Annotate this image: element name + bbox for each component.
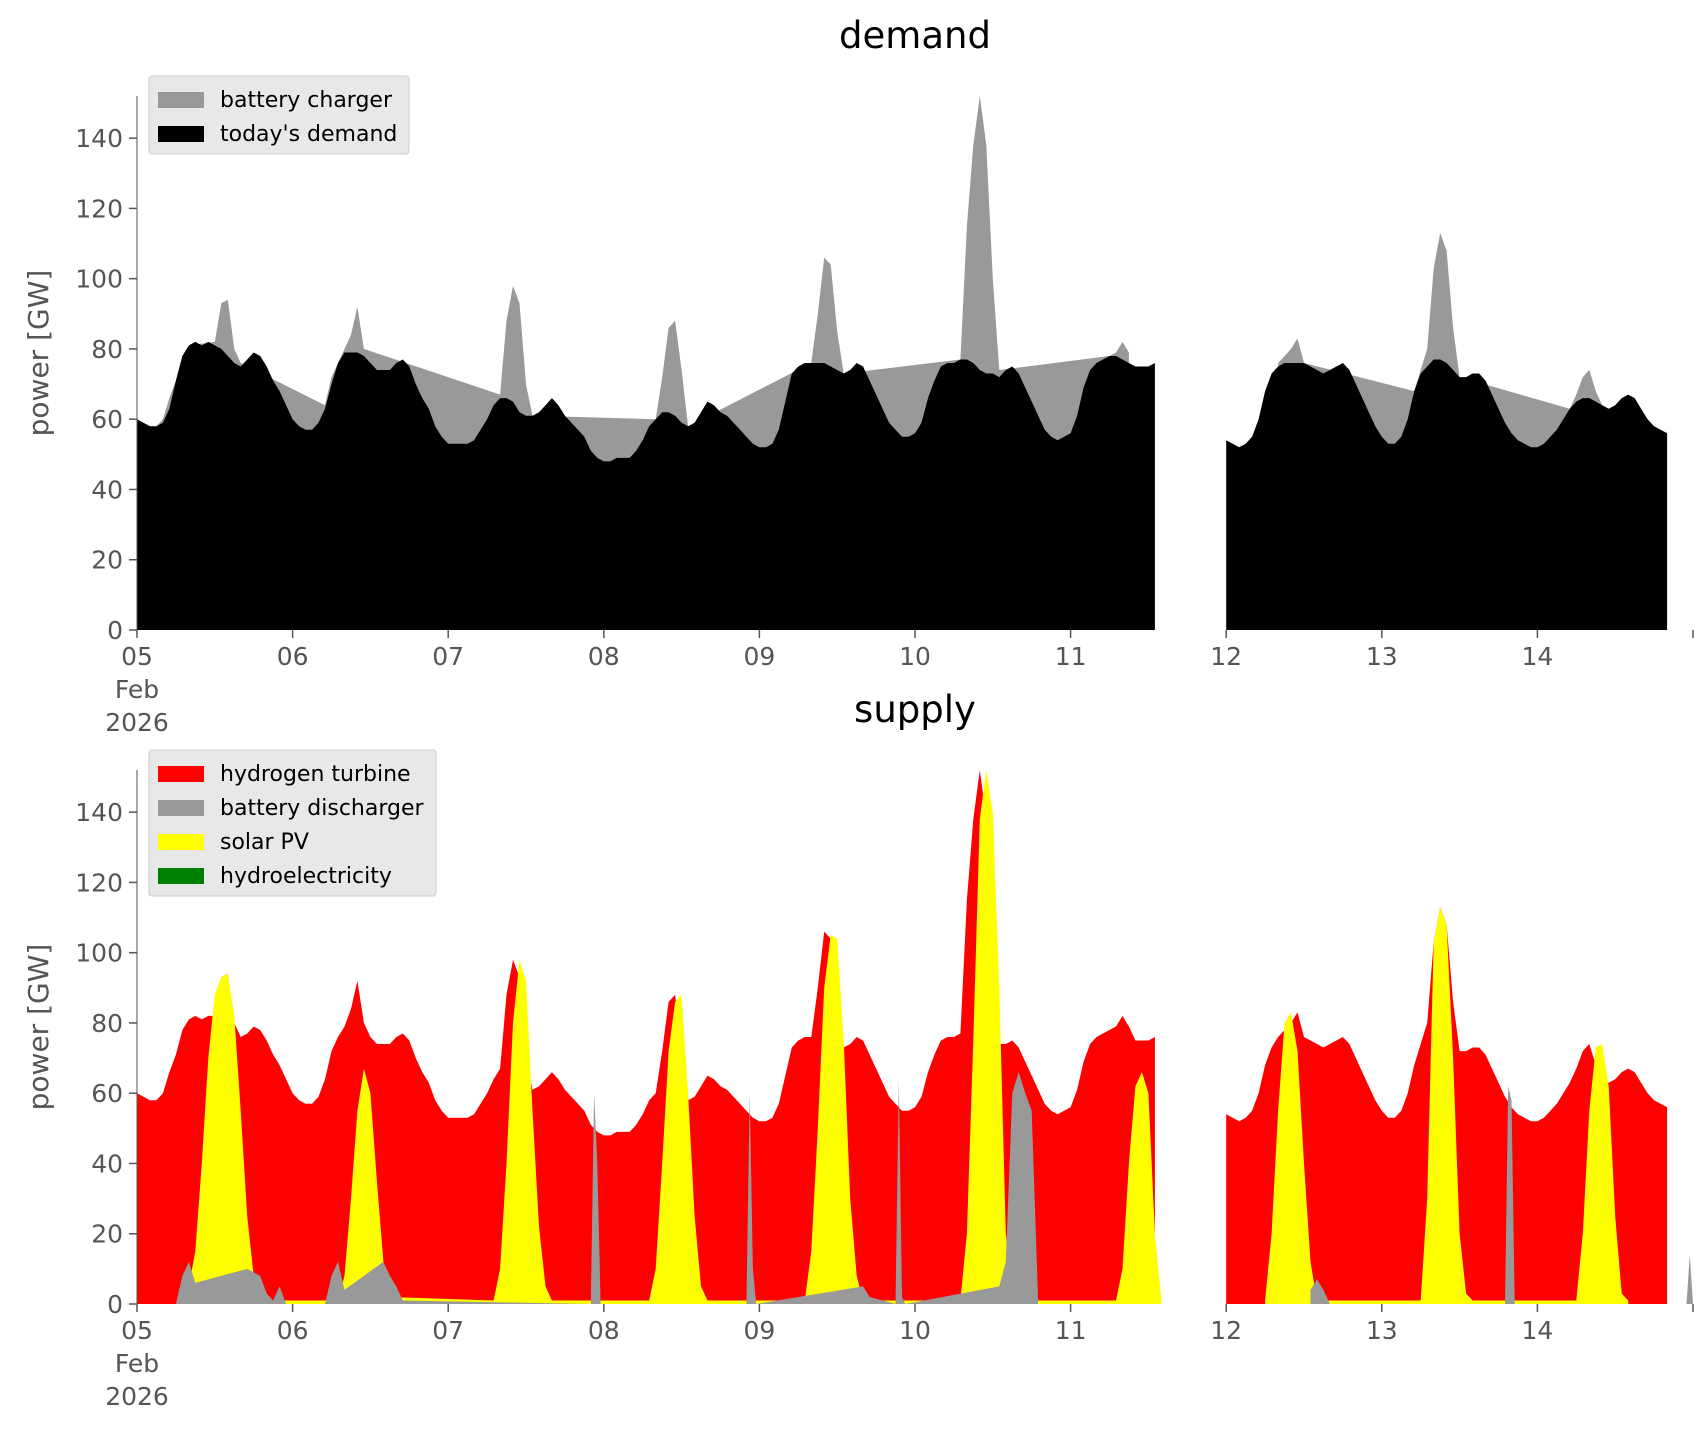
y-tick-label: 40 — [91, 1149, 123, 1178]
x-tick-sublabel: Feb — [115, 1349, 159, 1378]
legend-swatch — [158, 766, 204, 782]
legend-swatch — [158, 92, 204, 108]
y-tick-label: 20 — [91, 546, 123, 575]
x-tick-label: 06 — [277, 1316, 309, 1345]
x-tick-sublabel: Feb — [115, 675, 159, 704]
x-tick-label: 11 — [1055, 1316, 1087, 1345]
legend-box — [148, 75, 410, 155]
x-tick-label: 05 — [121, 642, 153, 671]
y-tick-label: 120 — [75, 868, 123, 897]
x-tick-label: 08 — [588, 642, 620, 671]
x-tick-label: 14 — [1521, 642, 1553, 671]
x-tick-label: 07 — [432, 1316, 464, 1345]
x-tick-label: 13 — [1366, 1316, 1398, 1345]
y-tick-label: 140 — [75, 798, 123, 827]
y-tick-label: 80 — [91, 335, 123, 364]
x-tick-sublabel: 2026 — [105, 708, 169, 737]
legend-label: solar PV — [220, 830, 309, 855]
series-area-hydrogen-turbine — [137, 770, 1155, 1304]
x-tick-label: 07 — [432, 642, 464, 671]
y-axis-label: power [GW] — [22, 944, 55, 1111]
x-tick-label: 08 — [588, 1316, 620, 1345]
chart-panel-demand: demand 0 20 40 60 80 100 120 140 05 Feb 2026 06 07 08 0… — [22, 14, 1694, 737]
x-tick-label: 05 — [121, 1316, 153, 1345]
legend-swatch — [158, 800, 204, 816]
x-tick-label: 11 — [1055, 642, 1087, 671]
y-tick-label: 140 — [75, 124, 123, 153]
y-tick-label: 20 — [91, 1220, 123, 1249]
y-tick-label: 100 — [75, 265, 123, 294]
x-tick-label: 12 — [1210, 1316, 1242, 1345]
y-axis-label: power [GW] — [22, 270, 55, 437]
chart-panel-supply: supply 0 20 40 60 80 100 120 140 05 Feb 2026 06 07 08 0… — [22, 688, 1694, 1411]
y-tick-label: 60 — [91, 405, 123, 434]
chart-title: demand — [839, 14, 991, 57]
legend-swatch — [158, 834, 204, 850]
y-tick-label: 60 — [91, 1079, 123, 1108]
series-area-today-s-demand — [1226, 359, 1668, 630]
y-tick-label: 0 — [107, 616, 123, 645]
x-tick-label: 10 — [899, 1316, 931, 1345]
x-tick-label: 09 — [743, 642, 775, 671]
x-tick-label: 13 — [1366, 642, 1398, 671]
series-area-solar-pv — [182, 770, 1162, 1304]
y-tick-label: 120 — [75, 194, 123, 223]
x-tick-label: 09 — [743, 1316, 775, 1345]
legend-label: battery discharger — [220, 796, 425, 821]
y-tick-label: 100 — [75, 939, 123, 968]
y-tick-label: 80 — [91, 1009, 123, 1038]
legend-label: battery charger — [220, 88, 393, 113]
x-tick-sublabel: 2026 — [105, 1382, 169, 1411]
legend-label: today's demand — [220, 122, 397, 147]
legend-label: hydrogen turbine — [220, 762, 411, 787]
x-tick-label: 14 — [1521, 1316, 1553, 1345]
x-tick-label: 12 — [1210, 642, 1242, 671]
x-tick-label: 06 — [277, 642, 309, 671]
legend-swatch — [158, 126, 204, 142]
series-area-solar-pv — [1265, 907, 1629, 1304]
y-tick-label: 40 — [91, 475, 123, 504]
legend-box — [148, 749, 437, 897]
x-tick-label: 10 — [899, 642, 931, 671]
legend-label: hydroelectricity — [220, 864, 392, 889]
chart-title: supply — [854, 688, 976, 731]
series-area-today-s-demand — [137, 341, 1155, 630]
legend-swatch — [158, 868, 204, 884]
y-tick-label: 0 — [107, 1290, 123, 1319]
